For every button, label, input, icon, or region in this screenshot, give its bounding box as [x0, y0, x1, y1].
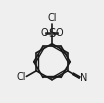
- Text: O: O: [56, 28, 64, 39]
- Text: Cl: Cl: [47, 13, 57, 23]
- Text: S: S: [48, 27, 56, 40]
- Text: Cl: Cl: [16, 72, 26, 82]
- Text: N: N: [80, 73, 87, 83]
- Text: O: O: [40, 28, 48, 39]
